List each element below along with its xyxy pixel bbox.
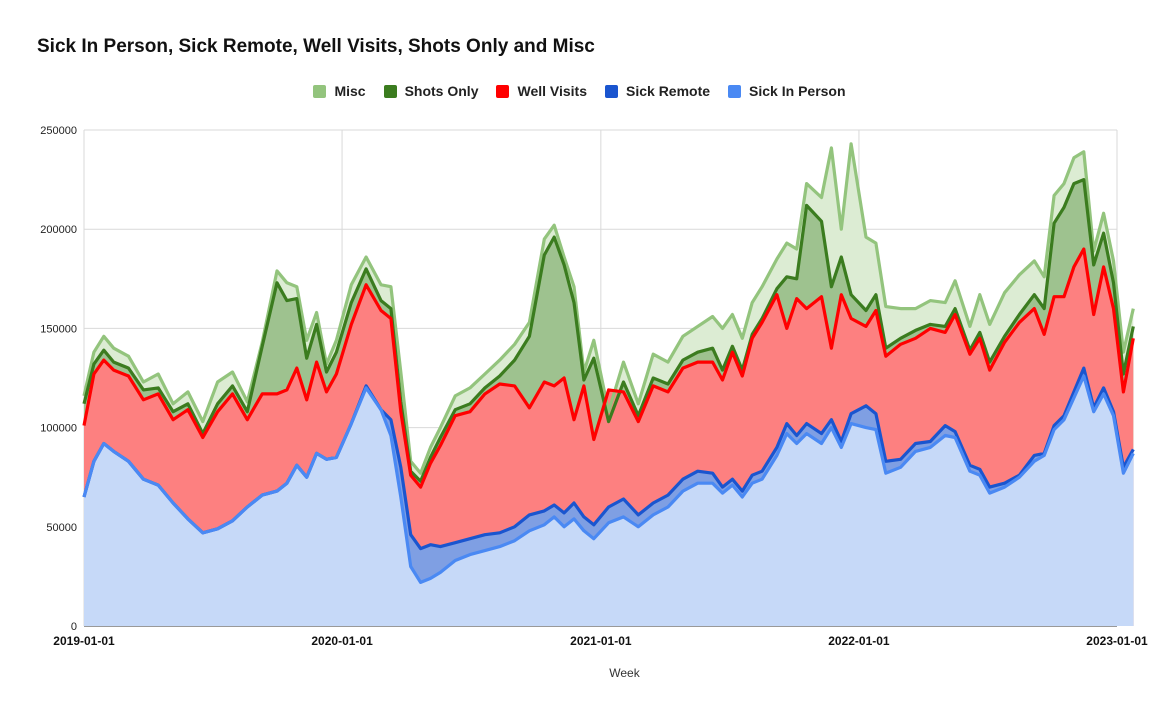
legend-swatch (728, 84, 742, 98)
legend-label: Misc (334, 83, 366, 99)
legend-swatch (313, 84, 327, 98)
legend-label: Sick In Person (749, 83, 846, 99)
y-tick-label: 150000 (40, 323, 77, 335)
y-tick-label: 50000 (46, 522, 77, 534)
y-tick-label: 100000 (40, 423, 77, 435)
chart-title: Sick In Person, Sick Remote, Well Visits… (37, 36, 595, 57)
legend-item: Misc (313, 83, 366, 99)
legend-label: Well Visits (517, 83, 587, 99)
x-tick-label: 2019-01-01 (53, 634, 115, 648)
legend-item: Sick In Person (728, 83, 846, 99)
line-misc (82, 142, 1135, 475)
legend-swatch (383, 84, 397, 98)
legend-item: Well Visits (496, 83, 587, 99)
legend-label: Sick Remote (626, 83, 711, 99)
line-shots-only (82, 178, 1135, 483)
y-tick-label: 0 (71, 621, 77, 633)
legend-item: Sick Remote (605, 83, 710, 99)
x-tick-label: 2023-01-01 (1086, 634, 1148, 648)
line-well-visits (82, 247, 1135, 489)
legend-item: Shots Only (383, 83, 479, 99)
chart-legend: Misc Shots Only Well Visits Sick Remote Sick… (0, 83, 1159, 99)
legend-swatch (605, 84, 618, 98)
line-sick-in-person (82, 374, 1135, 585)
x-axis-label: Week (609, 666, 640, 680)
x-tick-label: 2020-01-01 (311, 634, 373, 648)
legend-label: Shots Only (404, 83, 479, 99)
x-tick-label: 2021-01-01 (570, 634, 632, 648)
x-tick-label: 2022-01-01 (828, 634, 890, 648)
y-tick-label: 200000 (40, 224, 77, 236)
legend-swatch (496, 84, 510, 98)
y-tick-label: 250000 (40, 125, 77, 137)
